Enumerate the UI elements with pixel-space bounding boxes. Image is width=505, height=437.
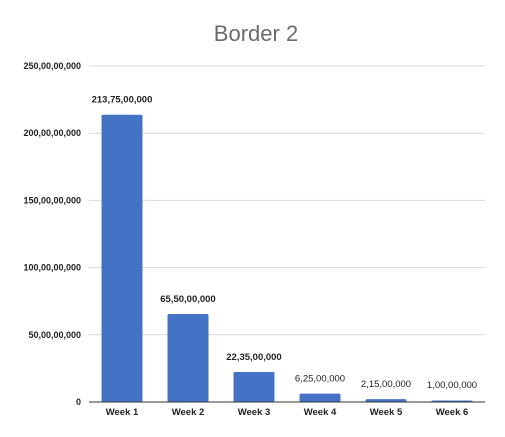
- bar: [101, 114, 143, 402]
- y-tick-label: 100,00,00,000: [23, 263, 81, 273]
- data-label: 2,15,00,000: [361, 379, 411, 390]
- x-tick-label: Week 4: [304, 407, 337, 418]
- x-tick-label: Week 3: [238, 407, 271, 418]
- x-tick-label: Week 5: [370, 407, 403, 418]
- y-tick-label: 50,00,00,000: [28, 330, 81, 340]
- y-axis-tick-labels: 0 50,00,00,000 100,00,00,000 150,00,00,000 2…: [23, 61, 81, 407]
- x-tick-label: Week 1: [106, 407, 139, 418]
- chart-title: Border 2: [214, 21, 298, 46]
- gridlines: [89, 65, 485, 336]
- data-label: 213,75,00,000: [92, 95, 153, 106]
- data-label: 22,35,00,000: [226, 352, 281, 363]
- x-tick-label: Week 6: [436, 407, 469, 418]
- y-tick-label: 200,00,00,000: [23, 128, 81, 138]
- y-tick-label: 150,00,00,000: [23, 195, 81, 205]
- data-label: 1,00,00,000: [427, 380, 477, 391]
- x-tick-label: Week 2: [172, 407, 205, 418]
- data-label: 6,25,00,000: [295, 374, 345, 385]
- data-label: 65,50,00,000: [160, 294, 215, 305]
- bars: [101, 114, 473, 402]
- y-tick-label: 250,00,00,000: [23, 61, 81, 71]
- bar: [299, 393, 341, 402]
- bar: [167, 313, 209, 402]
- data-labels: 213,75,00,000 65,50,00,000 22,35,00,000 6,2…: [92, 95, 477, 391]
- bar: [365, 399, 407, 402]
- bar: [233, 371, 275, 402]
- x-axis-tick-labels: Week 1 Week 2 Week 3 Week 4 Week 5 Week 6: [106, 407, 469, 418]
- y-tick-label: 0: [76, 397, 81, 407]
